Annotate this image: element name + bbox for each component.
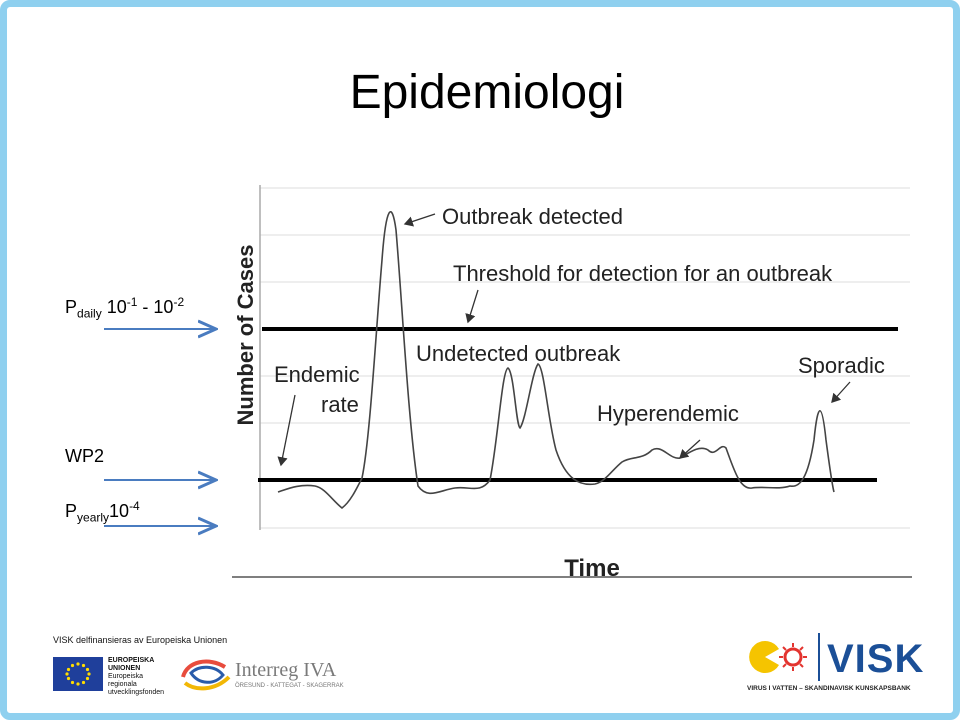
eu-logo-text: EUROPEISKA UNIONEN Europeiska regionala … [108,657,165,696]
epidemic-curve-diagram: Number of Cases Time Outbreak detected T… [104,185,912,582]
eu-flag-icon [53,657,103,691]
y-axis-label: Number of Cases [233,245,258,426]
outbreak-pointer-arrow [403,213,436,227]
endemic-label-line2: rate [321,392,359,417]
slide-title: Epidemiologi [349,66,625,119]
endemic-pointer-arrow [277,394,296,467]
interreg-logo-icon [181,659,231,691]
epidemic-curve [277,210,835,510]
wp2-label: WP2 [65,446,105,466]
undetected-outbreak-label: Undetected outbreak [416,341,621,366]
hyperendemic-pointer-arrow [679,439,701,459]
funding-text: VISK delfinansieras av Europeiska Unione… [53,635,228,645]
p-yearly-label: Pyearly10-4 [65,499,140,525]
sporadic-pointer-arrow [831,381,851,403]
visk-virus-logo-icon [749,633,820,681]
threshold-label: Threshold for detection for an outbreak [453,261,833,286]
hyperendemic-label: Hyperendemic [597,401,739,426]
p-daily-label: Pdaily 10-1 - 10-2 [65,295,185,321]
interreg-subtitle: ÖRESUND - KATTEGAT - SKAGERRAK [235,683,344,689]
endemic-label-line1: Endemic [274,362,360,387]
interreg-name: Interreg IVA [235,659,337,681]
x-axis-label: Time [564,555,620,582]
visk-tagline: VIRUS I VATTEN – SKANDINAVISK KUNSKAPSBA… [747,685,911,692]
outbreak-detected-label: Outbreak detected [442,204,623,229]
threshold-pointer-arrow [465,289,479,324]
visk-name: VISK [827,637,925,681]
sporadic-label: Sporadic [798,353,885,378]
